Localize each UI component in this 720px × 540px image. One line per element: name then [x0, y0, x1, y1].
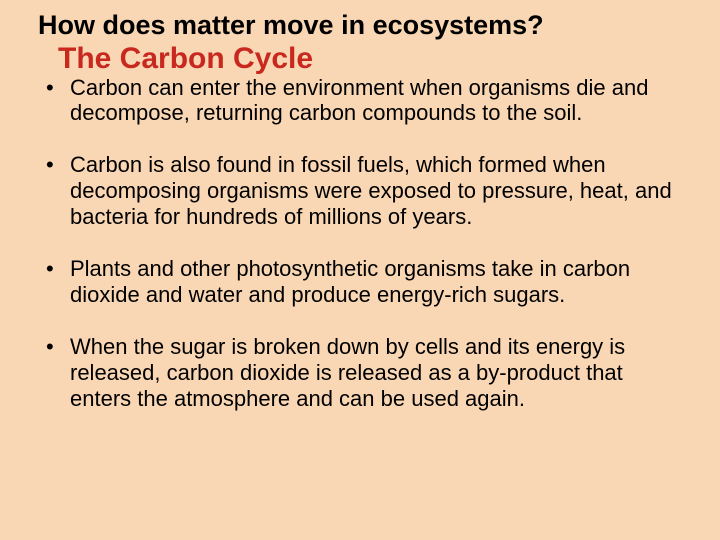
- bullet-list: Carbon can enter the environment when or…: [30, 75, 690, 413]
- list-item: Plants and other photosynthetic organism…: [30, 256, 690, 308]
- page-title: How does matter move in ecosystems?: [38, 10, 690, 41]
- list-item: Carbon is also found in fossil fuels, wh…: [30, 152, 690, 230]
- page-subtitle: The Carbon Cycle: [58, 43, 690, 75]
- list-item: When the sugar is broken down by cells a…: [30, 334, 690, 412]
- list-item: Carbon can enter the environment when or…: [30, 75, 690, 127]
